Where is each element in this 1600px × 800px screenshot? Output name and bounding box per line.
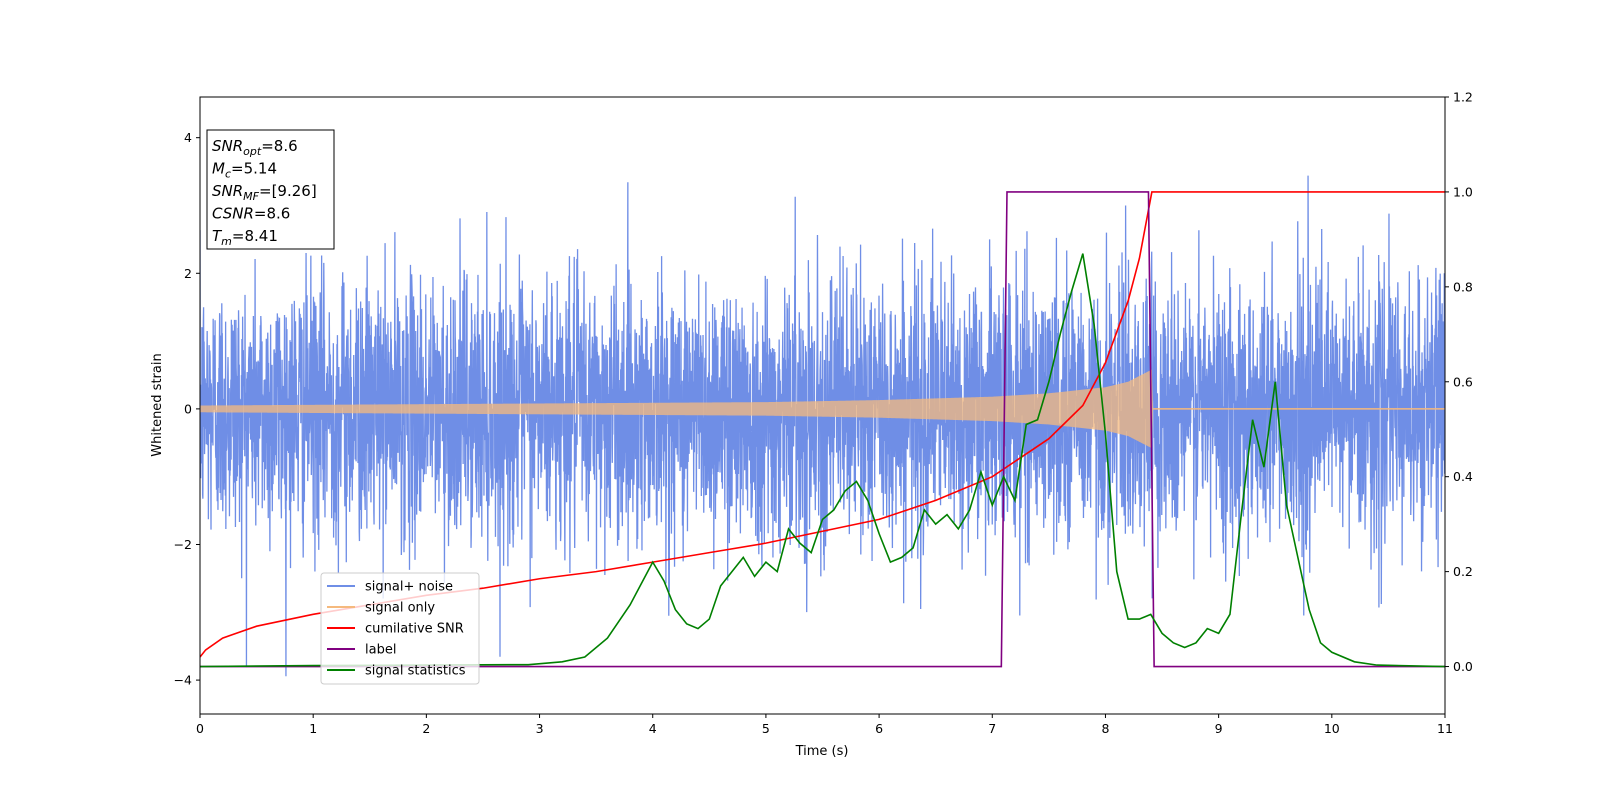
annotation-line: CSNR=8.6 bbox=[212, 205, 290, 223]
annotation-frame bbox=[206, 129, 335, 250]
y2-tick-label: 1.2 bbox=[1453, 90, 1473, 105]
x-tick-label: 3 bbox=[536, 721, 544, 736]
x-axis-label: Time (s) bbox=[795, 744, 849, 759]
x-tick-label: 7 bbox=[988, 721, 996, 736]
legend-label: label bbox=[365, 643, 396, 658]
legend-item-label: label bbox=[327, 643, 396, 658]
legend-label: signal only bbox=[365, 601, 435, 616]
annotation-line: SNRopt=8.6 bbox=[212, 137, 298, 158]
y-tick-label: −2 bbox=[174, 537, 192, 552]
y2-tick-label: 1.0 bbox=[1453, 184, 1473, 199]
y-tick-label: 2 bbox=[184, 266, 192, 281]
series-signal-statistics bbox=[200, 253, 1445, 668]
annotation-line: Mc=5.14 bbox=[212, 160, 277, 181]
x-tick-label: 0 bbox=[196, 721, 204, 736]
x-tick-label: 9 bbox=[1215, 721, 1223, 736]
y-axis-right: 0.0 0.2 0.4 0.6 0.8 1.0 1.2 bbox=[1445, 90, 1473, 674]
x-tick-label: 2 bbox=[422, 721, 430, 736]
y2-tick-label: 0.4 bbox=[1453, 469, 1473, 484]
series-signal-plus-noise bbox=[200, 175, 1445, 677]
legend-label: cumilative SNR bbox=[365, 622, 464, 637]
x-tick-label: 6 bbox=[875, 721, 883, 736]
y2-tick-label: 0.2 bbox=[1453, 564, 1473, 579]
x-tick-label: 5 bbox=[762, 721, 770, 736]
y-tick-label: 0 bbox=[184, 401, 192, 416]
x-tick-label: 8 bbox=[1101, 721, 1109, 736]
series-cumilative-snr bbox=[200, 191, 1445, 658]
legend-item-cumilative-snr: cumilative SNR bbox=[327, 622, 464, 637]
annotation-line: Tm=8.41 bbox=[212, 227, 278, 248]
y-tick-label: 4 bbox=[184, 130, 192, 145]
series-layer bbox=[200, 175, 1445, 677]
legend: signal+ noise signal only cumilative SNR la… bbox=[320, 572, 480, 685]
y-axis-label: Whitened strain bbox=[150, 353, 165, 456]
x-axis: 0 1 2 3 4 5 6 7 8 9 10 11 bbox=[196, 714, 1453, 736]
legend-label: signal statistics bbox=[365, 664, 466, 679]
y2-tick-label: 0.0 bbox=[1453, 659, 1473, 674]
annotation-line: SNRMF=[9.26] bbox=[212, 182, 317, 203]
series-signal-only bbox=[200, 369, 1445, 449]
x-tick-label: 1 bbox=[309, 721, 317, 736]
y2-tick-label: 0.6 bbox=[1453, 374, 1473, 389]
legend-item-signal-noise: signal+ noise bbox=[327, 580, 453, 595]
plot-frame bbox=[199, 96, 1446, 715]
x-tick-label: 10 bbox=[1324, 721, 1340, 736]
legend-item-signal-statistics: signal statistics bbox=[327, 664, 466, 679]
y2-tick-label: 0.8 bbox=[1453, 279, 1473, 294]
x-tick-label: 11 bbox=[1437, 721, 1453, 736]
x-tick-label: 4 bbox=[649, 721, 657, 736]
y-axis-left: −4 −2 0 2 4 bbox=[174, 130, 200, 688]
legend-frame bbox=[320, 572, 480, 685]
legend-label: signal+ noise bbox=[365, 580, 453, 595]
series-label bbox=[200, 191, 1445, 668]
legend-item-signal-only: signal only bbox=[327, 601, 435, 616]
y-tick-label: −4 bbox=[174, 673, 192, 688]
